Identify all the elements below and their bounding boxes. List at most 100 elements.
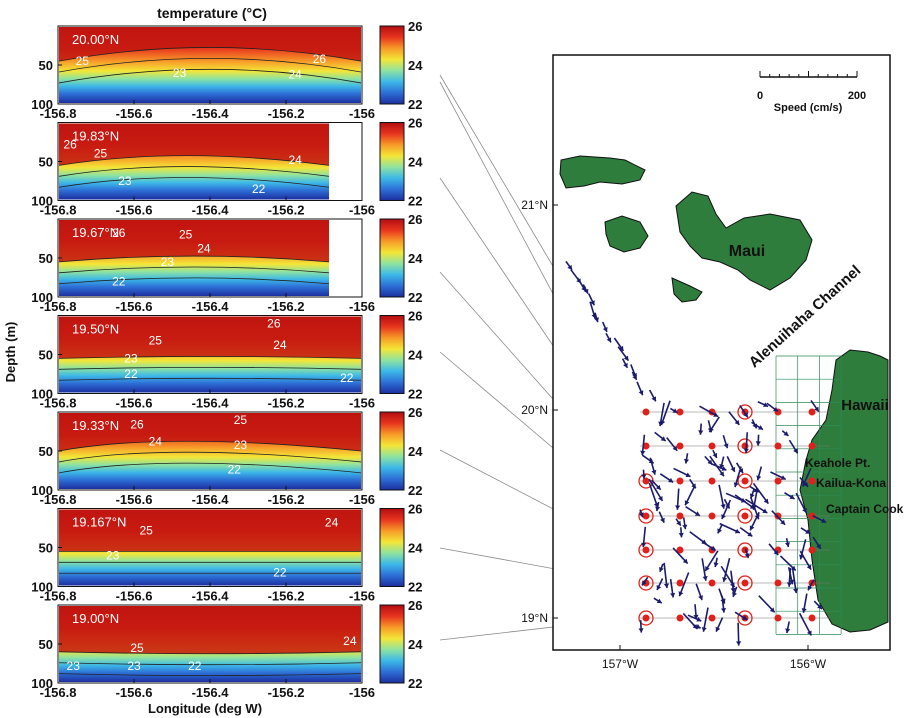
x-tick-label: -156.6 [116, 589, 153, 604]
current-arrowhead [742, 615, 748, 620]
colorbar-tick-label: 24 [408, 251, 423, 266]
panel-latitude-label: 19.00°N [72, 611, 119, 626]
x-tick-label: -156.4 [192, 299, 230, 314]
current-arrowhead [623, 362, 628, 368]
current-arrowhead [651, 469, 657, 475]
x-tick-label: -156.8 [40, 299, 77, 314]
current-arrowhead [720, 503, 726, 509]
current-arrowhead [583, 288, 589, 294]
depth-axis-label: Depth (m) [3, 322, 18, 383]
current-arrowhead [678, 532, 684, 538]
x-tick-label: -156.4 [192, 589, 230, 604]
station-marker [642, 442, 650, 450]
station-ring [737, 542, 753, 558]
current-arrowhead [668, 477, 674, 483]
current-arrowhead [623, 355, 629, 361]
x-tick-label: -156.8 [40, 203, 77, 218]
x-tick-label: -156.4 [192, 685, 230, 700]
contour-label: 24 [325, 516, 339, 530]
current-arrowhead [641, 542, 647, 548]
station-marker [708, 477, 716, 485]
station-marker [676, 512, 684, 520]
station-marker [676, 442, 684, 450]
contour-line [58, 377, 362, 381]
current-arrowhead [720, 608, 727, 613]
x-tick-label: -156.6 [116, 685, 153, 700]
current-arrowhead [606, 337, 612, 343]
station-marker [741, 477, 749, 485]
station-marker [642, 408, 650, 416]
section-panel: 19.33°N 26 24 25 23 22 50 100-156.8 -156.6 -156.4… [31, 405, 423, 507]
contour-line [58, 57, 362, 73]
current-arrowhead [684, 500, 690, 506]
colorbar [379, 122, 405, 201]
x-tick-label: -156.2 [268, 589, 305, 604]
current-arrowhead [660, 436, 666, 441]
contour-label: 23 [106, 548, 120, 562]
current-arrowhead [806, 630, 812, 636]
current-arrowhead [802, 481, 807, 487]
colorbar-tick-label: 26 [408, 309, 422, 324]
current-arrowhead [747, 531, 753, 537]
current-arrowhead [784, 542, 791, 547]
current-arrowhead [685, 472, 691, 478]
station-marker [808, 477, 816, 485]
current-arrowhead [762, 508, 768, 513]
contour-label: 23 [234, 438, 248, 452]
x-tick-label: -156.8 [40, 396, 77, 411]
contour-label: 23 [161, 255, 175, 269]
current-arrowhead [638, 390, 644, 396]
survey-grid [775, 355, 842, 635]
current-arrowhead [705, 566, 710, 572]
station-marker [774, 614, 782, 622]
contour-label: 24 [149, 435, 163, 449]
current-arrowhead [816, 543, 821, 549]
current-arrowhead [655, 484, 661, 490]
station-marker [708, 614, 716, 622]
colorbar-tick-label: 26 [408, 405, 422, 420]
station-marker [808, 408, 816, 416]
current-arrowhead [773, 406, 778, 412]
x-tick-label: -156.4 [192, 492, 230, 507]
station-marker [741, 579, 749, 587]
colorbar-tick-label: 22 [408, 387, 422, 402]
station-marker [708, 579, 716, 587]
contour-line [58, 166, 330, 177]
x-tick-label: -156 [349, 492, 375, 507]
x-tick-label: -156.2 [268, 396, 305, 411]
current-arrowhead [658, 421, 664, 427]
station-marker [708, 512, 716, 520]
station-marker [808, 512, 816, 520]
current-arrowhead [723, 443, 729, 449]
current-arrowhead [757, 425, 763, 430]
current-arrowhead [814, 406, 819, 412]
colorbar [379, 218, 405, 298]
current-arrowhead [656, 585, 662, 591]
contour-label: 25 [94, 147, 108, 161]
contour-label: 23 [124, 351, 138, 365]
contour-line [58, 266, 330, 274]
current-arrowhead [730, 466, 736, 472]
contour-label: 23 [118, 174, 132, 188]
colorbar-tick-label: 22 [408, 194, 422, 209]
y-tick-label: 50 [39, 444, 53, 459]
current-vectors [565, 260, 827, 646]
x-tick-label: -156.2 [268, 299, 305, 314]
current-arrowhead [618, 345, 624, 351]
current-arrowhead [660, 517, 665, 523]
current-arrowhead [786, 582, 792, 587]
current-arrowhead [683, 458, 690, 464]
x-tick-label: -156 [349, 106, 375, 121]
current-arrowhead [817, 604, 822, 610]
current-arrowhead [710, 545, 716, 551]
x-tick-label: -156.4 [192, 203, 230, 218]
contour-label: 26 [112, 226, 126, 240]
contour-label: 26 [313, 52, 327, 66]
figure-title: temperature (°C) [157, 5, 267, 21]
warm-layer [59, 220, 329, 262]
current-arrowhead [793, 588, 799, 594]
contour-line [58, 155, 330, 166]
current-arrowhead [749, 493, 755, 499]
panel-latitude-label: 19.83°N [72, 129, 119, 144]
